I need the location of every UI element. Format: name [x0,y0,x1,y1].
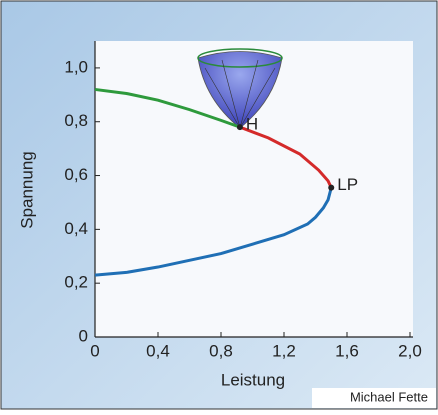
point-label: LP [337,175,358,194]
x-axis-label: Leistung [221,370,285,389]
x-tick-label: 0 [90,341,99,360]
y-axis-label: Spannung [17,151,36,229]
x-tick-label: 0,4 [146,341,170,360]
point [236,124,243,131]
point-label: H [246,115,258,134]
y-tick-label: 1,0 [64,57,88,76]
x-tick-label: 2,0 [398,341,422,360]
y-tick-label: 0,4 [64,219,88,238]
curve [94,187,333,277]
y-tick-label: 0,8 [64,111,88,130]
curve [239,125,333,189]
credit-box [312,388,436,408]
y-tick-label: 0 [79,326,88,345]
credit: Michael Fette [350,389,428,404]
point [328,184,335,191]
curve [94,87,241,129]
x-tick-label: 1,6 [335,341,359,360]
x-tick-label: 1,2 [272,341,296,360]
y-tick-label: 0,2 [64,273,88,292]
x-tick-label: 0,8 [209,341,233,360]
y-tick-label: 0,6 [64,165,88,184]
